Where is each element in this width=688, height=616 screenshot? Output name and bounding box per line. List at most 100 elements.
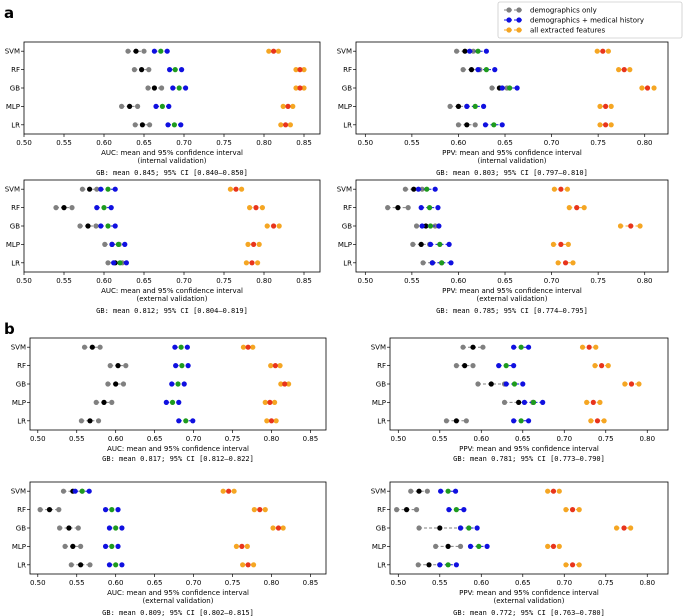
mean-marker-all-features-lr [249, 260, 255, 266]
ci-low-marker-medical-history-lr [429, 260, 435, 266]
mean-marker-all-features-mlp [590, 399, 596, 405]
ci-high-marker-medical-history-rf [435, 205, 441, 211]
ci-low-marker-demographics-rf [131, 67, 137, 73]
mean-marker-medical-history-svm [105, 186, 111, 192]
panel-label-a: a [4, 4, 14, 22]
x-tick-label: 0.75 [590, 277, 606, 285]
ci-high-marker-medical-history-lr [178, 122, 184, 128]
mean-marker-medical-history-lr [117, 260, 123, 266]
mean-marker-all-features-lr [245, 562, 251, 568]
mean-marker-medical-history-mlp [530, 399, 537, 405]
x-axis-label: AUC: mean and 95% confidence interval [101, 287, 243, 295]
ci-high-marker-all-features-mlp [271, 399, 278, 405]
ci-high-marker-demographics-rf [146, 67, 152, 73]
mean-marker-demographics-mlp [418, 241, 424, 247]
mean-marker-medical-history-rf [109, 507, 115, 513]
y-tick-label-lr: LR [377, 561, 386, 569]
ci-high-marker-medical-history-gb [514, 85, 520, 91]
ci-high-marker-all-features-rf [262, 507, 268, 513]
ci-low-marker-medical-history-gb [169, 381, 175, 387]
ci-low-marker-medical-history-rf [418, 205, 424, 211]
y-tick-label-gb: GB [16, 525, 26, 533]
mean-marker-medical-history-rf [179, 363, 185, 369]
ci-high-marker-all-features-mlp [565, 241, 571, 247]
legend-marker-all-features [506, 27, 512, 33]
x-tick-label: 0.50 [391, 435, 407, 443]
x-tick-label: 0.50 [391, 579, 407, 587]
ci-high-marker-all-features-lr [287, 122, 293, 128]
x-tick-label: 0.75 [225, 435, 241, 443]
y-tick-label-mlp: MLP [12, 543, 26, 551]
ci-low-marker-demographics-rf [385, 205, 391, 211]
ci-low-marker-all-features-svm [220, 488, 226, 494]
mean-marker-demographics-lr [87, 418, 93, 424]
x-tick-label: 0.60 [108, 435, 124, 443]
mean-marker-all-features-mlp [550, 543, 557, 550]
ci-high-marker-medical-history-lr [448, 260, 454, 266]
ci-high-marker-medical-history-svm [432, 186, 438, 192]
ci-high-marker-medical-history-gb [112, 223, 118, 229]
x-tick-label: 0.80 [637, 139, 653, 147]
x-tick-label: 0.65 [515, 579, 531, 587]
legend-marker-medical-history-2 [516, 17, 522, 23]
x-tick-label: 0.60 [96, 139, 112, 147]
ci-high-marker-all-features-lr [570, 260, 576, 266]
legend: demographics only demographics + medical… [497, 1, 683, 39]
ci-high-marker-medical-history-gb [119, 525, 125, 531]
y-tick-label-svm: SVM [11, 488, 26, 496]
ci-high-marker-all-features-lr [250, 562, 257, 568]
mean-marker-medical-history-lr [491, 122, 497, 128]
y-tick-label-gb: GB [376, 381, 386, 389]
x-tick-label: 0.60 [451, 139, 467, 147]
ci-low-marker-medical-history-lr [511, 418, 517, 424]
x-tick-label: 0.75 [216, 139, 232, 147]
ci-low-marker-all-features-rf [563, 507, 569, 513]
mean-marker-medical-history-svm [475, 48, 481, 54]
ci-low-marker-demographics-rf [37, 507, 43, 513]
x-tick-label: 0.65 [136, 139, 152, 147]
ci-high-marker-medical-history-svm [112, 186, 118, 192]
x-tick-label: 0.50 [358, 139, 374, 147]
ci-high-marker-demographics-lr [463, 418, 469, 424]
ci-low-marker-medical-history-mlp [109, 241, 115, 247]
ci-low-marker-all-features-mlp [550, 241, 557, 247]
ci-high-marker-demographics-rf [470, 363, 476, 369]
ci-low-marker-all-features-gb [293, 85, 299, 91]
ci-low-marker-all-features-gb [639, 85, 645, 91]
mean-marker-all-features-gb [628, 223, 634, 229]
y-tick-label-rf: RF [11, 204, 20, 212]
ci-low-marker-medical-history-svm [151, 48, 157, 54]
ci-low-marker-all-features-rf [268, 363, 274, 369]
ci-high-marker-demographics-gb [93, 223, 99, 229]
ci-high-marker-demographics-mlp [78, 543, 84, 550]
ci-low-marker-demographics-rf [394, 507, 400, 513]
x-tick-label: 0.70 [186, 435, 202, 443]
ci-high-marker-all-features-gb [628, 525, 634, 531]
x-tick-label: 0.70 [544, 139, 560, 147]
x-tick-label: 0.75 [225, 579, 241, 587]
legend-label-medical-history: demographics + medical history [530, 17, 644, 25]
ci-high-marker-medical-history-gb [474, 525, 480, 531]
mean-marker-all-features-rf [569, 507, 576, 513]
mean-marker-all-features-mlp [239, 543, 245, 550]
mean-marker-demographics-svm [462, 48, 468, 54]
ci-low-marker-all-features-gb [622, 381, 628, 387]
ci-high-marker-medical-history-gb [436, 223, 442, 229]
summary-note: GB: mean 0.809; 95% CI [0.802–0.815] [102, 609, 254, 616]
mean-marker-demographics-gb [488, 381, 494, 387]
ci-high-marker-demographics-svm [141, 48, 147, 54]
y-tick-label-gb: GB [342, 85, 352, 93]
ci-high-marker-medical-history-svm [86, 488, 92, 494]
ci-high-marker-medical-history-rf [185, 363, 191, 369]
x-tick-label: 0.65 [497, 139, 513, 147]
y-tick-label-svm: SVM [5, 48, 20, 56]
x-tick-label: 0.75 [590, 139, 606, 147]
ci-high-marker-demographics-mlp [109, 399, 115, 405]
x-tick-label: 0.50 [16, 277, 32, 285]
chart-panel-3: 0.50 0.55 0.60 0.65 0.70 0.75 0.80 0.85 SVM RF GB M… [5, 179, 321, 315]
ci-high-marker-all-features-rf [581, 205, 587, 211]
mean-marker-all-features-rf [599, 363, 605, 369]
ci-high-marker-all-features-gb [280, 525, 286, 531]
mean-marker-medical-history-svm [178, 344, 184, 350]
ci-low-marker-demographics-mlp [447, 103, 453, 109]
